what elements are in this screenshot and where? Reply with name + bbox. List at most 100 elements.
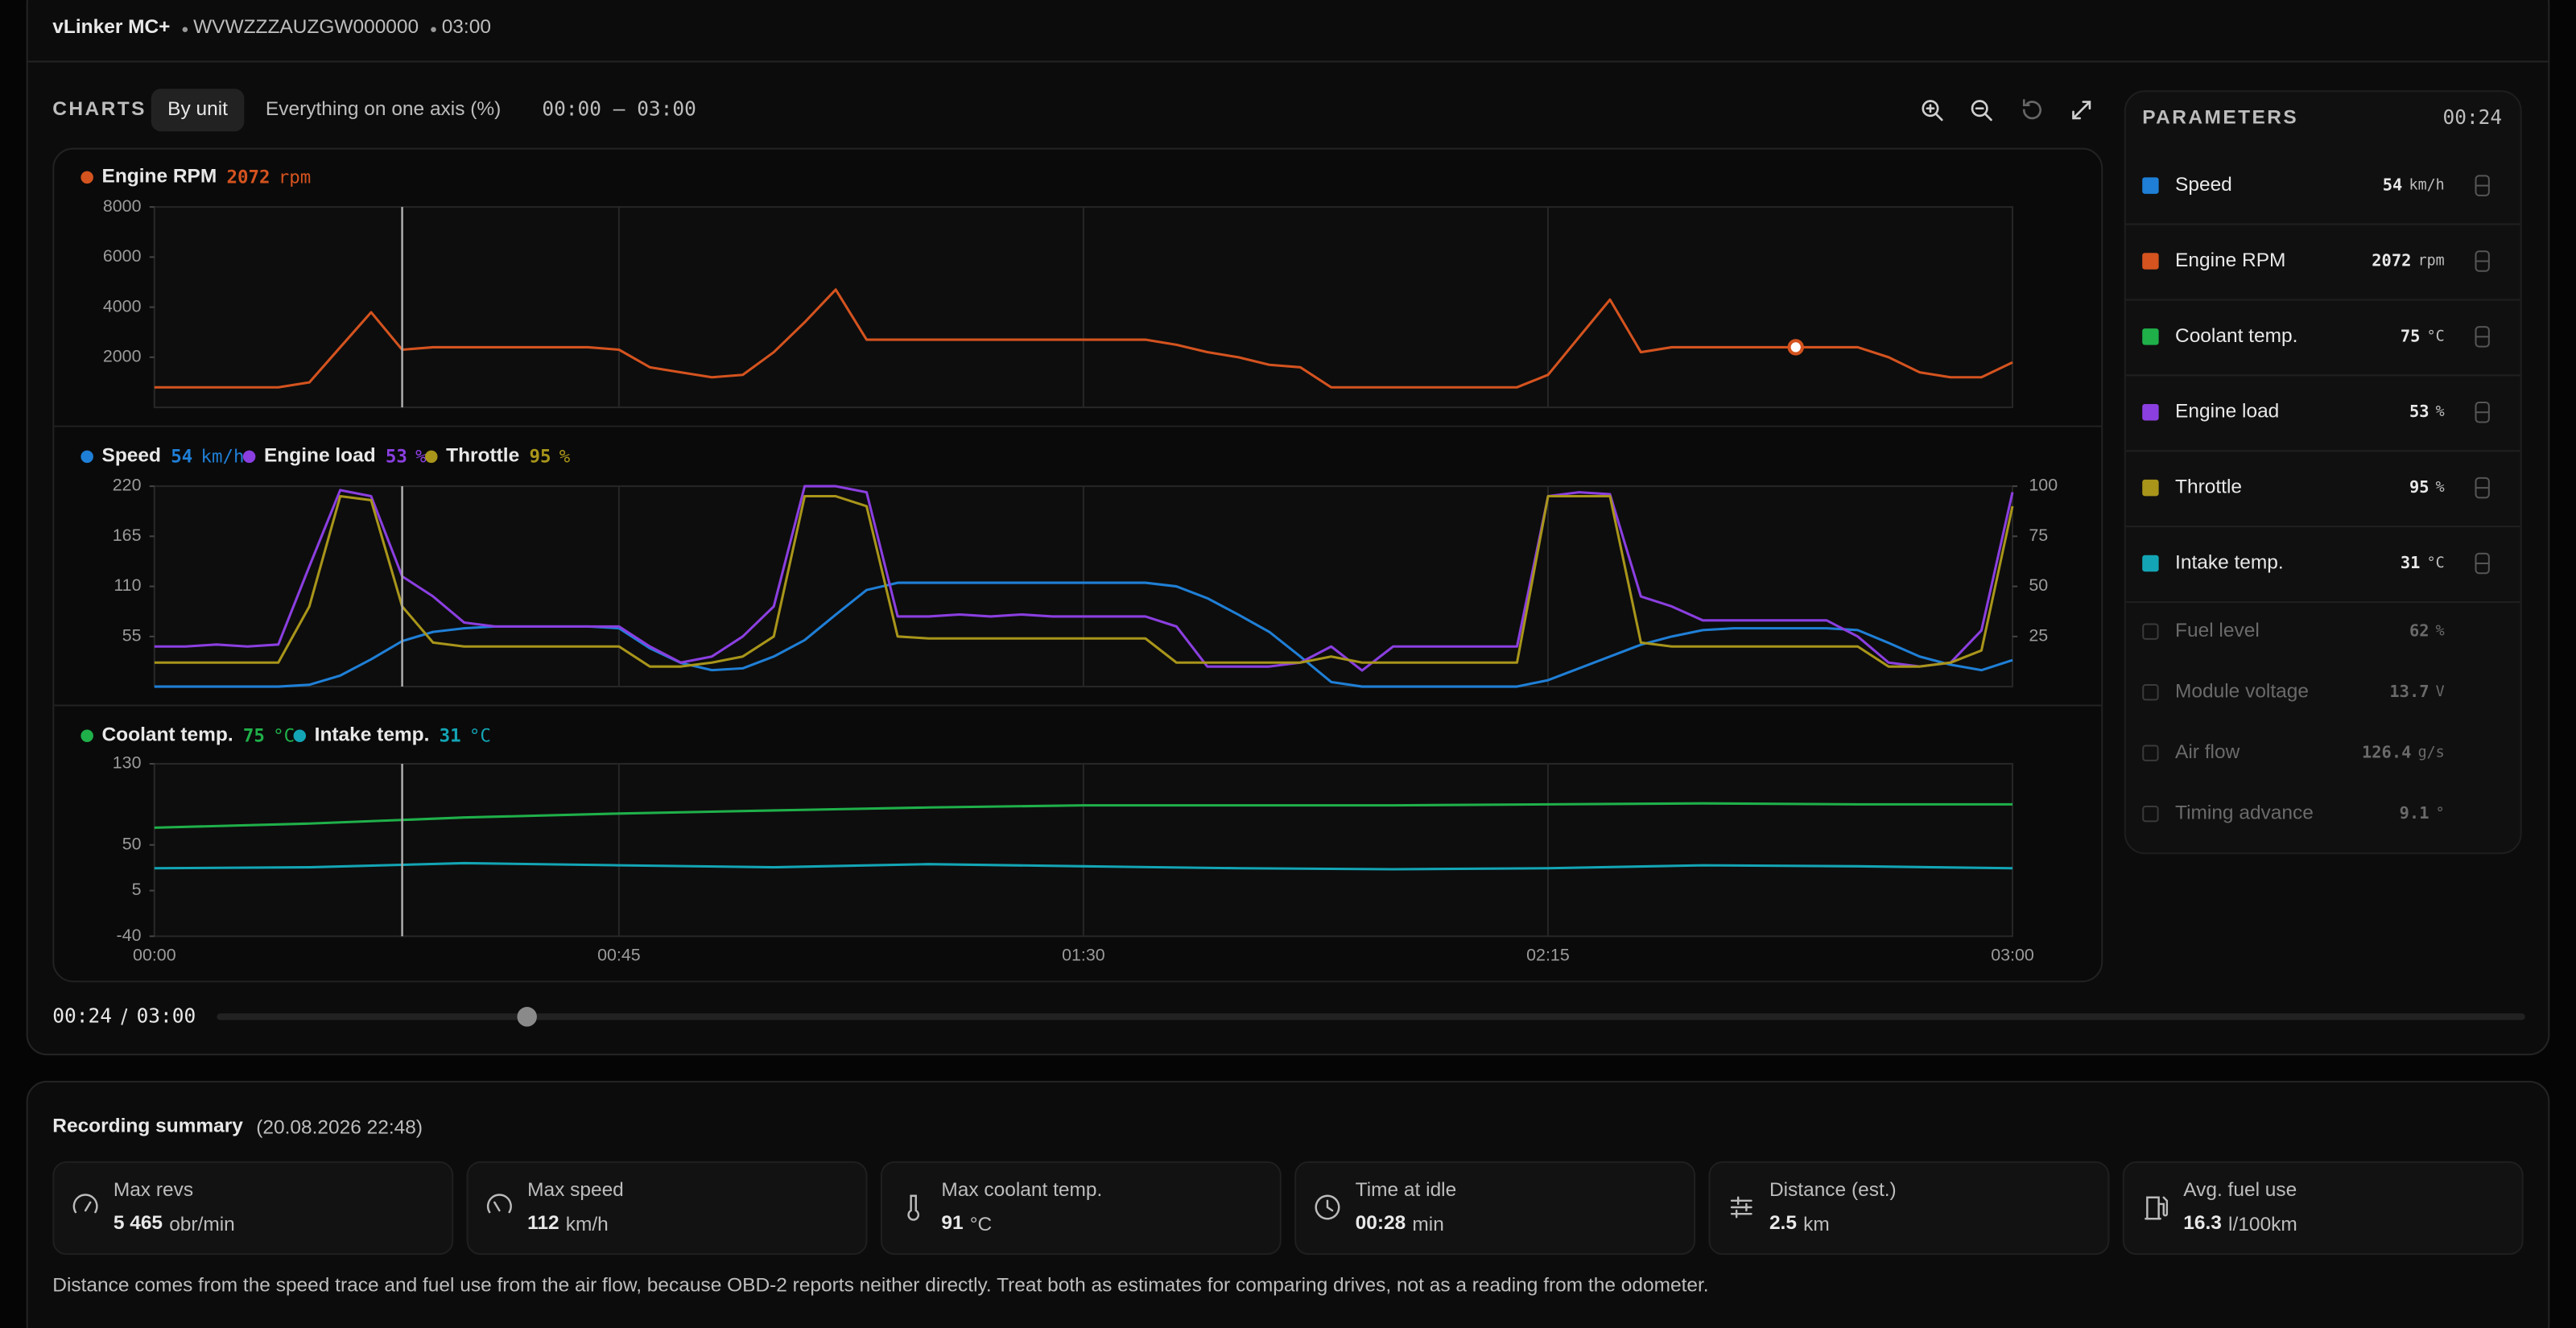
legend-unit: °C	[469, 725, 491, 746]
card-value: 00:28	[1356, 1212, 1406, 1234]
parameter-swatch	[2142, 555, 2159, 572]
parameter-name: Throttle	[2175, 476, 2242, 498]
card-unit: °C	[970, 1214, 992, 1235]
y2-tick-label: 25	[2029, 625, 2048, 645]
card-label: Time at idle	[1356, 1179, 1457, 1201]
unit: °C	[2427, 555, 2445, 571]
value: 53	[2409, 402, 2429, 421]
parameters-time: 00:24	[2442, 105, 2502, 129]
unit: %	[2436, 403, 2445, 420]
mode-button[interactable]	[151, 89, 245, 132]
parameter-value: 75 °C	[2401, 326, 2445, 345]
parameter-value: 2072 rpm	[2372, 250, 2444, 270]
card-icon	[486, 1194, 512, 1214]
unit: °C	[2427, 328, 2445, 344]
parameter-swatch	[2142, 177, 2159, 194]
zoom-out-button[interactable]	[1971, 100, 1992, 122]
value: 31	[2401, 553, 2421, 572]
card-value: 5 465	[114, 1212, 163, 1234]
card-label: Avg. fuel use	[2183, 1179, 2297, 1201]
parameter-swatch	[2142, 404, 2159, 421]
summary-date: (20.08.2026 22:48)	[256, 1117, 423, 1139]
parameter-name: Engine load	[2175, 401, 2279, 423]
card-label: Max speed	[527, 1179, 624, 1201]
parameter-name: Engine RPM	[2175, 250, 2285, 271]
y-tick-label: 5	[132, 880, 142, 899]
summary-panel	[26, 1080, 2550, 1328]
summary-note: Distance comes from the speed trace and …	[52, 1274, 1708, 1296]
y-tick-label: 8000	[103, 196, 142, 216]
playback-duration: 03:00	[137, 1004, 196, 1027]
legend-name: Coolant temp.	[102, 724, 233, 746]
card-unit: l/100km	[2228, 1214, 2297, 1235]
parameter-name: Timing advance	[2175, 802, 2314, 824]
separator-dot	[182, 27, 188, 32]
zoom-in-button[interactable]	[1922, 100, 1943, 122]
card-label: Max revs	[114, 1179, 193, 1201]
unit: km/h	[2409, 177, 2445, 194]
y2-tick-label: 75	[2029, 526, 2048, 545]
parameters-title: PARAMETERS	[2142, 106, 2298, 128]
parameter-swatch	[2142, 744, 2159, 761]
legend-swatch	[80, 729, 93, 743]
value: 95	[2409, 477, 2429, 497]
legend-value: 2072	[227, 167, 270, 188]
timeline-thumb[interactable]	[517, 1007, 537, 1027]
y-tick-label: -40	[117, 926, 142, 945]
legend-entry: Engine load 53%	[264, 445, 427, 467]
legend-value: 31	[440, 725, 461, 746]
series-line	[154, 495, 2014, 668]
legend-name: Speed	[102, 445, 161, 467]
unit: %	[2436, 623, 2445, 640]
parameter-value: 13.7 V	[2389, 682, 2444, 701]
parameter-value: 53%	[2409, 402, 2445, 421]
y-tick-label: 55	[122, 625, 142, 645]
unit: %	[2436, 479, 2445, 496]
legend-unit: %	[415, 446, 427, 467]
legend-entry: Speed 54 km/h	[102, 445, 245, 467]
parameter-swatch	[2142, 479, 2159, 497]
legend-swatch	[425, 450, 438, 464]
unit: V	[2436, 683, 2445, 700]
reset-button[interactable]	[2022, 99, 2041, 120]
parameter-value: 62%	[2409, 621, 2445, 641]
y-tick-label: 165	[113, 526, 142, 545]
fullscreen-button[interactable]	[2072, 101, 2091, 120]
card-icon	[2145, 1196, 2169, 1220]
charts-title: CHARTS	[52, 98, 147, 120]
legend-value: 75	[243, 725, 265, 746]
x-tick-label: 02:15	[1526, 945, 1570, 964]
parameter-value: 95%	[2409, 477, 2445, 497]
value: 126.4	[2362, 743, 2411, 762]
summary-card	[880, 1161, 1282, 1256]
legend-unit: °C	[273, 725, 295, 746]
parameter-swatch	[2142, 806, 2159, 823]
y-tick-label: 130	[113, 753, 142, 773]
card-icon	[907, 1194, 920, 1221]
parameter-value: 54 km/h	[2383, 175, 2445, 195]
value: 9.1	[2400, 803, 2429, 823]
x-tick-label: 01:30	[1062, 945, 1105, 964]
legend-swatch	[80, 450, 93, 464]
parameter-swatch	[2142, 623, 2159, 640]
unit: rpm	[2418, 252, 2445, 269]
legend-unit: km/h	[200, 446, 244, 467]
card-value: 112	[527, 1212, 559, 1234]
value: 2072	[2372, 250, 2411, 270]
chart-tools	[1922, 99, 2091, 122]
device-name: vLinker MC+	[52, 16, 170, 38]
legend-entry: Intake temp. 31 °C	[315, 724, 491, 746]
card-value: 16.3	[2183, 1212, 2222, 1234]
y2-tick-label: 50	[2029, 575, 2048, 595]
card-icon	[1315, 1194, 1340, 1220]
y-tick-label: 4000	[103, 296, 142, 316]
card-unit: km/h	[566, 1214, 609, 1235]
legend-swatch	[293, 729, 307, 743]
series-line	[154, 288, 2013, 389]
series-line	[154, 485, 2014, 672]
legend-unit: rpm	[279, 167, 312, 188]
legend-swatch	[80, 171, 93, 184]
parameter-name: Fuel level	[2175, 620, 2260, 641]
